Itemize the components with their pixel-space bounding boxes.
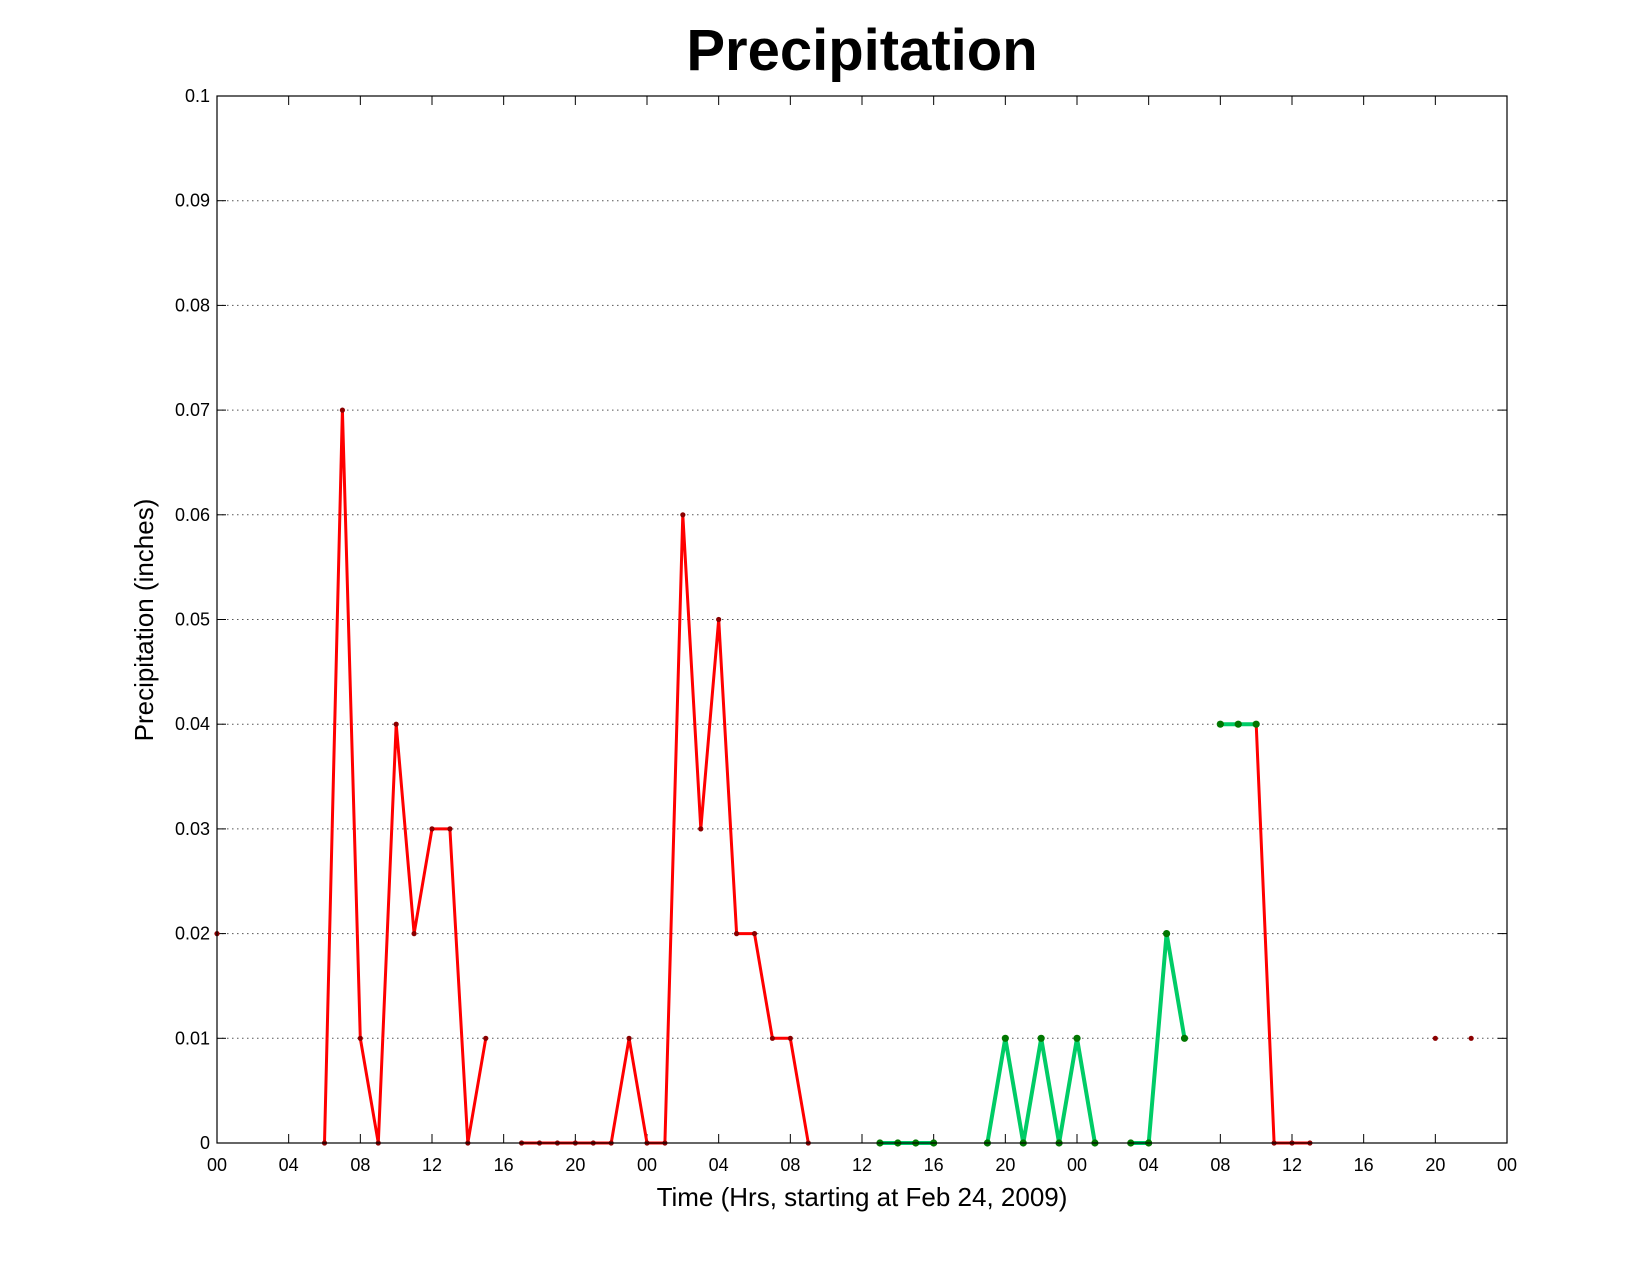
forecast-data-point: [1216, 720, 1224, 728]
observed-data-point: [339, 407, 346, 413]
observed-data-point: [483, 1035, 489, 1041]
observed-series-line: [323, 410, 488, 1144]
observed-data-point: [393, 721, 399, 727]
y-tick-label: 0.01: [175, 1028, 210, 1048]
forecast-data-point: [1001, 1034, 1009, 1042]
forecast-data-point: [1037, 1034, 1045, 1042]
y-tick-label: 0.03: [175, 819, 210, 839]
y-tick-label: 0.07: [175, 400, 210, 420]
grid-lines: [217, 200, 1507, 1039]
observed-data-point: [751, 931, 758, 937]
forecast-data-point: [1234, 720, 1242, 728]
x-tick-label: 12: [1282, 1155, 1302, 1175]
x-tick-label: 12: [422, 1155, 442, 1175]
x-tick-label: 08: [1210, 1155, 1230, 1175]
x-tick-label: 04: [709, 1155, 729, 1175]
x-tick-label: 12: [852, 1155, 872, 1175]
y-tick-labels: 0 0.01 0.02 0.03 0.04 0.05 0.06 0.07 0.08 0.09 0.1: [175, 86, 210, 1153]
y-tick-label: 0.1: [185, 86, 210, 106]
x-tick-label: 00: [207, 1155, 227, 1175]
observed-data-point: [716, 616, 722, 623]
x-tick-label: 16: [1354, 1155, 1374, 1175]
x-tick-label: 20: [565, 1155, 585, 1175]
observed-data-point: [680, 512, 686, 518]
observed-data-point: [733, 931, 740, 937]
y-tick-label: 0.02: [175, 924, 210, 944]
observed-data-point: [357, 1035, 363, 1041]
forecast-series-line: [985, 1037, 1097, 1144]
series-lines: [323, 410, 1310, 1145]
y-tick-label: 0: [200, 1133, 210, 1153]
x-tick-label: 00: [1067, 1155, 1087, 1175]
y-tick-label: 0.09: [175, 191, 210, 211]
x-tick-labels: 00 04 08 12 16 20 00 04 08 12 16 20 00 04 08 12 16 20 00: [207, 1155, 1517, 1175]
y-tick-label: 0.06: [175, 505, 210, 525]
forecast-series-line: [1130, 933, 1187, 1145]
observed-data-point: [787, 1035, 793, 1041]
y-axis-label: Precipitation (inches): [129, 499, 159, 742]
y-tick-label: 0.05: [175, 610, 210, 630]
x-tick-label: 04: [279, 1155, 299, 1175]
x-tick-label: 16: [494, 1155, 514, 1175]
observed-data-point: [1432, 1035, 1438, 1041]
observed-data-point: [698, 826, 704, 832]
forecast-data-point: [1073, 1034, 1081, 1042]
plot-frame: [216, 95, 1508, 1144]
forecast-data-point: [1180, 1034, 1189, 1042]
observed-data-point: [769, 1035, 776, 1041]
x-axis-label: Time (Hrs, starting at Feb 24, 2009): [657, 1182, 1068, 1212]
observed-data-point: [1468, 1035, 1474, 1041]
forecast-data-point: [1162, 930, 1171, 938]
observed-data-point: [447, 826, 453, 832]
observed-series-line: [521, 514, 810, 1145]
observed-data-point: [429, 826, 435, 832]
x-tick-label: 00: [1497, 1155, 1517, 1175]
x-tick-label: 20: [995, 1155, 1015, 1175]
observed-data-point: [411, 931, 417, 937]
forecast-data-point: [1252, 720, 1260, 728]
y-tick-label: 0.04: [175, 714, 210, 734]
x-tick-label: 20: [1425, 1155, 1445, 1175]
data-point-markers: [214, 407, 1474, 1147]
x-tick-label: 00: [637, 1155, 657, 1175]
y-tick-label: 0.08: [175, 295, 210, 315]
chart-title: Precipitation: [686, 18, 1037, 83]
x-tick-label: 04: [1139, 1155, 1159, 1175]
x-tick-label: 08: [780, 1155, 800, 1175]
x-tick-label: 08: [350, 1155, 370, 1175]
axis-ticks: [216, 95, 1508, 1144]
observed-data-point: [626, 1035, 632, 1041]
x-tick-label: 16: [924, 1155, 944, 1175]
